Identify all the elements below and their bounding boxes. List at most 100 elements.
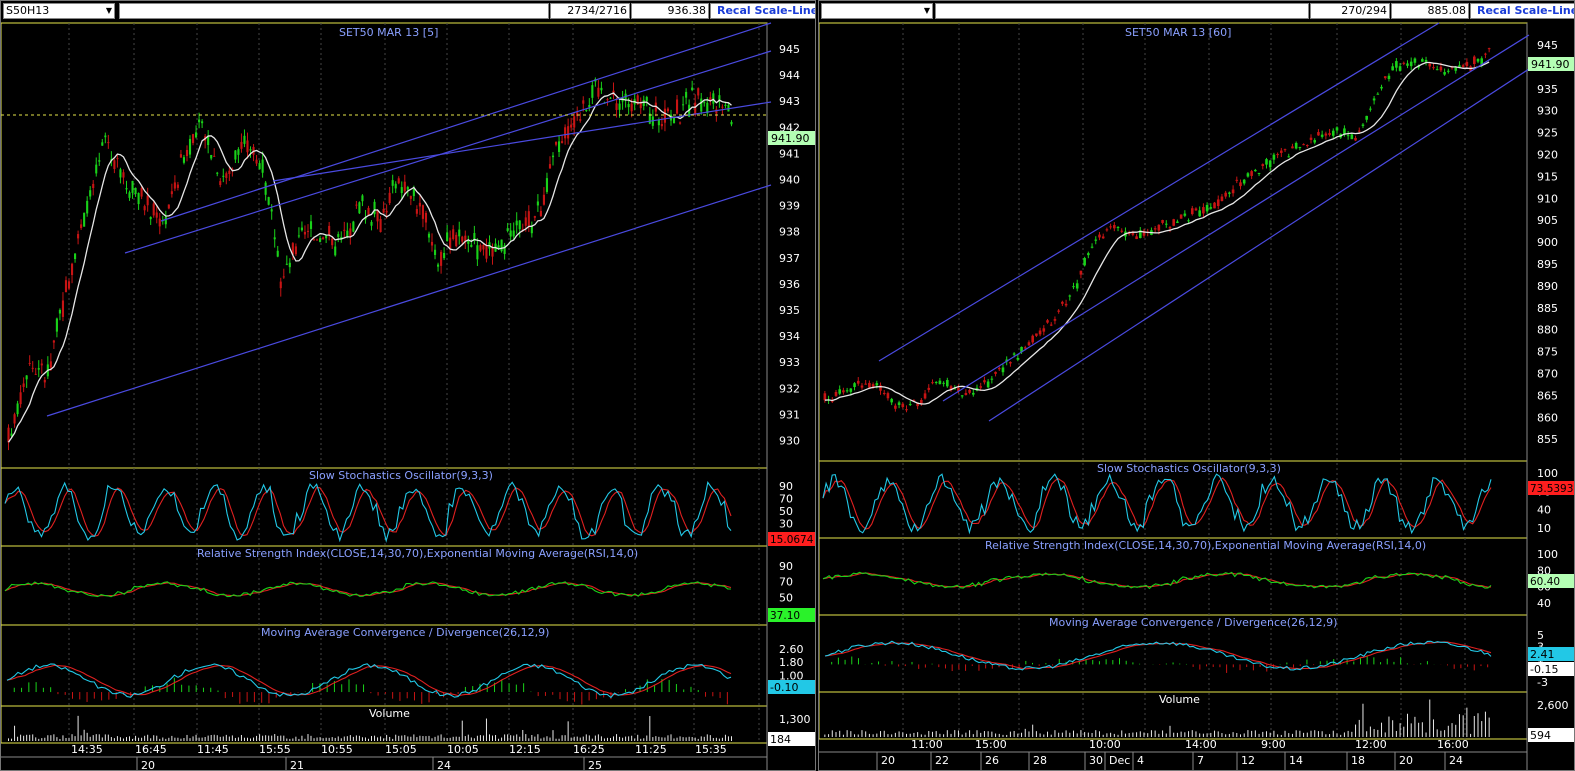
candle-body: [125, 188, 128, 190]
stoch-axis-tick: 10: [1537, 522, 1551, 535]
day-axis-label: 20: [1399, 754, 1413, 767]
candle-body: [294, 246, 297, 255]
candle-body: [515, 220, 518, 226]
candle-body: [845, 390, 849, 392]
left-chart-canvas[interactable]: 9459449439429419409399389379369359349339…: [1, 1, 816, 771]
candle-body: [983, 380, 986, 383]
day-axis-label: 20: [141, 759, 155, 771]
stoch-title: Slow Stochastics Oscillator(9,3,3): [309, 469, 493, 482]
candle-body: [685, 91, 688, 98]
moving-average-line: [824, 61, 1490, 405]
candle-body: [908, 404, 912, 406]
candle-body: [173, 182, 176, 189]
candle-body: [548, 164, 552, 169]
candle-body: [116, 158, 119, 160]
candle-body: [1331, 130, 1335, 136]
candle-body: [7, 427, 10, 443]
candle-body: [871, 384, 875, 388]
symbol-select[interactable]: ▼: [821, 3, 933, 19]
candle-body: [1075, 283, 1079, 289]
candle-body: [675, 99, 679, 114]
candle-body: [682, 104, 685, 106]
candle-body: [1443, 72, 1446, 75]
candle-body: [1049, 324, 1053, 326]
macd-axis-tick: -3: [1537, 676, 1548, 689]
candle-body: [140, 188, 143, 197]
symbol-select[interactable]: S50H13 ▼: [3, 3, 115, 19]
candle-body: [349, 228, 352, 238]
trend-channel-line: [272, 101, 772, 182]
time-axis-label: 11:00: [911, 738, 943, 751]
candle-body: [89, 190, 92, 197]
symbol-value: S50H13: [6, 4, 50, 17]
last-value: 936.38: [631, 3, 709, 19]
rsi-axis-tick: 70: [779, 576, 793, 589]
candle-body: [237, 149, 240, 155]
candle-body: [573, 116, 576, 128]
candle-body: [49, 361, 52, 368]
candle-body: [403, 181, 406, 192]
candle-body: [1172, 219, 1175, 226]
price-axis-tick: 895: [1537, 258, 1558, 271]
candle-body: [52, 340, 55, 343]
price-axis-tick: 875: [1537, 346, 1558, 359]
candle-body: [542, 194, 545, 205]
candle-body: [231, 168, 234, 171]
right-chart-pane[interactable]: ▼ 270/294 885.08 Recal Scale-Linear 945 9…: [818, 0, 1575, 771]
trend-channel-line: [988, 68, 1530, 422]
price-axis-tick: 941: [779, 147, 800, 160]
candle-body: [1484, 53, 1487, 55]
left-chart-pane[interactable]: S50H13 ▼ 2734/2716 936.38 Recal Scale-Lin…: [0, 0, 816, 771]
candle-body: [579, 119, 582, 121]
candle-body: [1406, 63, 1409, 66]
candle-body: [379, 218, 382, 233]
day-axis-label: 12: [1241, 754, 1255, 767]
candle-body: [122, 172, 125, 178]
candle-body: [195, 132, 198, 138]
candle-body: [509, 230, 512, 237]
candle-body: [1053, 319, 1057, 321]
stoch-axis-tick: 90: [779, 480, 793, 493]
dropdown-arrow-icon[interactable]: ▼: [923, 6, 930, 15]
candle-body: [1298, 147, 1302, 149]
candle-body: [376, 210, 379, 222]
stoch-axis-tick: 70: [779, 493, 793, 506]
candle-body: [1473, 56, 1476, 65]
price-marker-box: [1528, 57, 1574, 71]
day-axis-label: 24: [1449, 754, 1463, 767]
recal-scale-button[interactable]: Recal Scale-Linear: [1470, 3, 1574, 19]
candle-body: [648, 113, 651, 124]
dropdown-arrow-icon[interactable]: ▼: [105, 6, 112, 15]
candle-body: [1153, 228, 1157, 230]
candle-body: [1220, 196, 1224, 202]
candle-body: [219, 181, 222, 185]
candle-body: [536, 201, 539, 206]
day-axis-label: 21: [290, 759, 304, 771]
candle-body: [1250, 171, 1253, 176]
time-axis-label: 16:00: [1437, 738, 1469, 751]
candle-body: [28, 363, 31, 365]
rsi-axis-tick: 40: [1537, 597, 1551, 610]
candle-body: [564, 127, 567, 139]
stoch-marker-box: [768, 532, 815, 546]
right-chart-canvas[interactable]: 9459409359309259209159109059008958908858…: [819, 1, 1575, 771]
candle-body: [1272, 154, 1276, 160]
candle-body: [609, 97, 612, 99]
day-axis-label: 30: [1089, 754, 1103, 767]
candle-body: [1291, 146, 1294, 149]
candle-body: [92, 183, 95, 188]
candle-body: [1313, 140, 1317, 143]
candle-body: [222, 175, 225, 177]
price-axis-tick: 905: [1537, 214, 1558, 227]
recal-scale-button[interactable]: Recal Scale-Linear: [710, 3, 815, 19]
macd-signal-line: [824, 641, 1492, 670]
candle-body: [373, 201, 376, 215]
candle-body: [437, 264, 440, 267]
candle-body: [1487, 48, 1491, 50]
candle-body: [424, 212, 428, 223]
candle-body: [303, 231, 307, 235]
candle-body: [207, 135, 210, 146]
candle-body: [352, 221, 355, 232]
candle-body: [325, 235, 328, 239]
candle-body: [597, 87, 600, 97]
